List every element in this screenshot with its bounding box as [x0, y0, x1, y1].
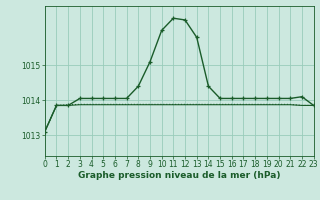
X-axis label: Graphe pression niveau de la mer (hPa): Graphe pression niveau de la mer (hPa) [78, 171, 280, 180]
